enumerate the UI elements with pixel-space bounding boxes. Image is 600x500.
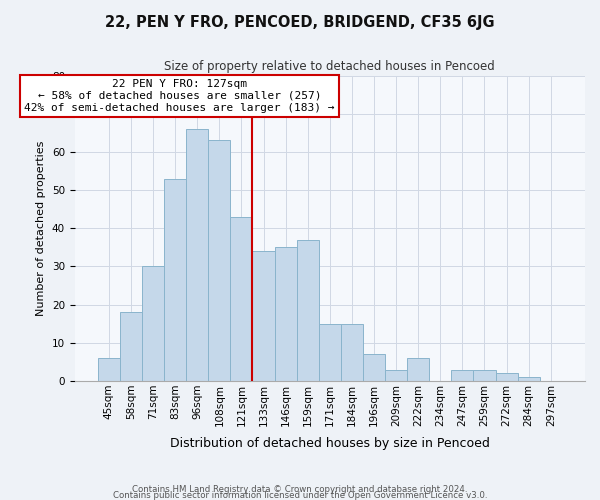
Text: 22, PEN Y FRO, PENCOED, BRIDGEND, CF35 6JG: 22, PEN Y FRO, PENCOED, BRIDGEND, CF35 6… (105, 15, 495, 30)
Bar (230, 217, 253, 381)
Text: Contains HM Land Registry data © Crown copyright and database right 2024.: Contains HM Land Registry data © Crown c… (132, 484, 468, 494)
Bar (341, 324, 363, 381)
Bar (296, 240, 319, 381)
Bar (518, 377, 540, 381)
Bar (208, 140, 230, 381)
Bar (473, 370, 496, 381)
Bar (451, 370, 473, 381)
Bar (496, 374, 518, 381)
Bar (407, 358, 429, 381)
Title: Size of property relative to detached houses in Pencoed: Size of property relative to detached ho… (164, 60, 495, 73)
Text: 22 PEN Y FRO: 127sqm
← 58% of detached houses are smaller (257)
42% of semi-deta: 22 PEN Y FRO: 127sqm ← 58% of detached h… (25, 80, 335, 112)
Bar (186, 129, 208, 381)
Bar (120, 312, 142, 381)
Bar (253, 251, 275, 381)
Y-axis label: Number of detached properties: Number of detached properties (36, 140, 46, 316)
X-axis label: Distribution of detached houses by size in Pencoed: Distribution of detached houses by size … (170, 437, 490, 450)
Bar (98, 358, 120, 381)
Bar (319, 324, 341, 381)
Bar (142, 266, 164, 381)
Bar (363, 354, 385, 381)
Text: Contains public sector information licensed under the Open Government Licence v3: Contains public sector information licen… (113, 490, 487, 500)
Bar (164, 178, 186, 381)
Bar (275, 248, 296, 381)
Bar (385, 370, 407, 381)
